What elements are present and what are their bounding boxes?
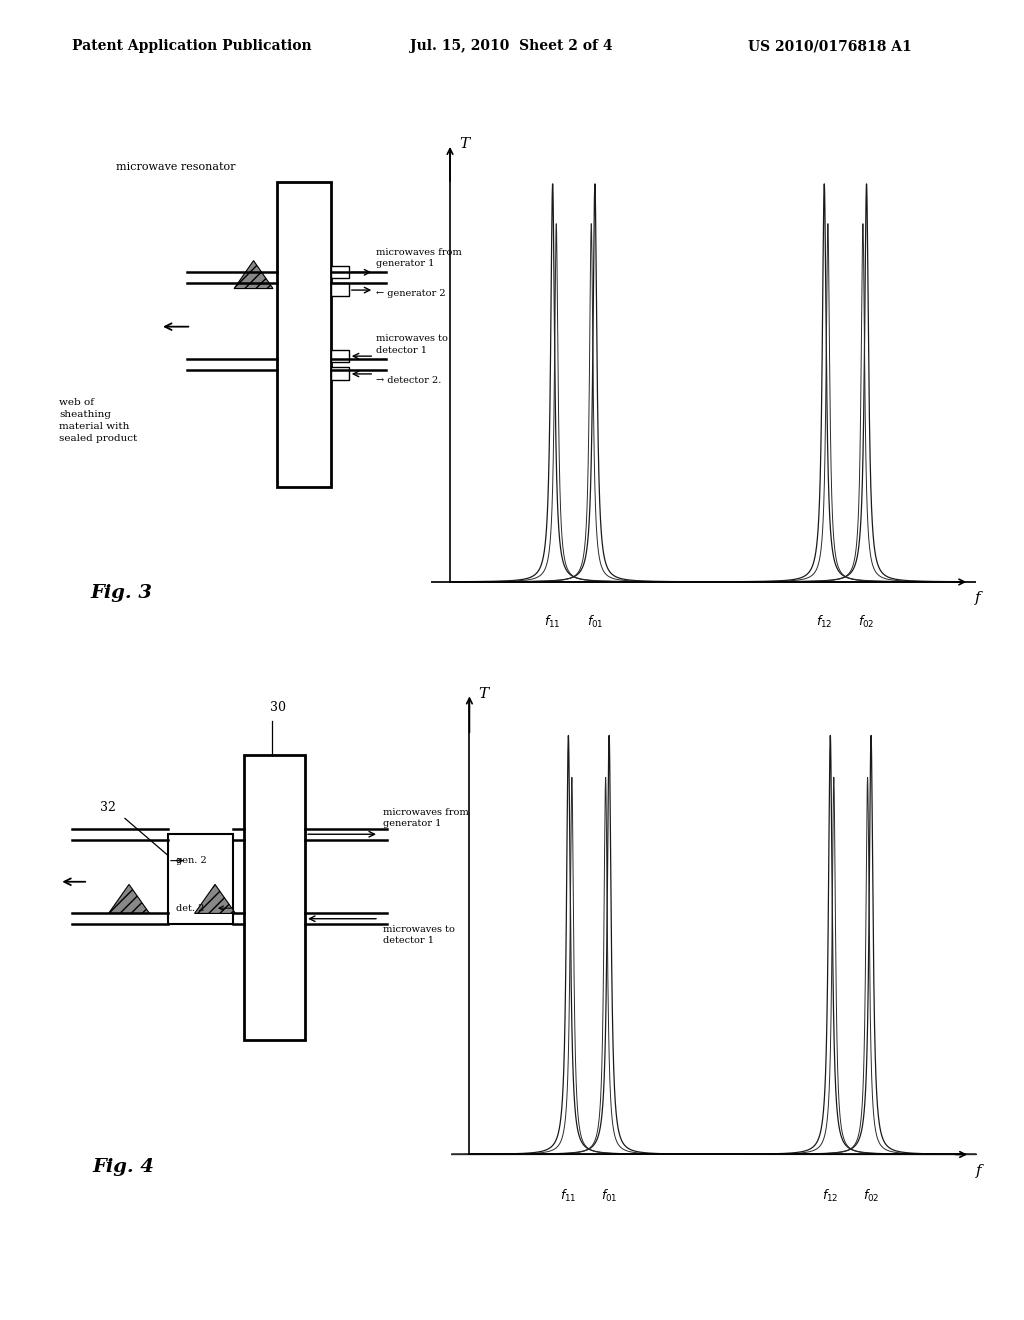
Text: $f_{02}$: $f_{02}$: [863, 1188, 880, 1204]
Text: $f_{12}$: $f_{12}$: [816, 614, 833, 630]
Text: ← generator 2: ← generator 2: [376, 289, 445, 298]
Bar: [244, 755, 305, 1040]
Text: Fig. 4: Fig. 4: [92, 1158, 155, 1176]
Bar: [332, 284, 349, 296]
Text: microwaves from
generator 1: microwaves from generator 1: [383, 808, 469, 829]
Text: microwaves to
detector 1: microwaves to detector 1: [376, 334, 447, 355]
Bar: [332, 265, 349, 279]
Text: T: T: [459, 137, 469, 150]
Polygon shape: [109, 884, 150, 913]
Text: gen. 2: gen. 2: [176, 857, 207, 865]
Bar: [332, 350, 349, 362]
Polygon shape: [234, 260, 273, 289]
Text: 32: 32: [100, 801, 117, 814]
Text: microwaves to
detector 1: microwaves to detector 1: [383, 924, 455, 945]
Text: f: f: [976, 1164, 981, 1179]
Text: US 2010/0176818 A1: US 2010/0176818 A1: [748, 40, 911, 53]
Text: microwave resonator: microwave resonator: [116, 161, 236, 172]
Text: Jul. 15, 2010  Sheet 2 of 4: Jul. 15, 2010 Sheet 2 of 4: [410, 40, 612, 53]
Bar: [276, 182, 332, 487]
Text: $f_{11}$: $f_{11}$: [560, 1188, 577, 1204]
Text: $f_{01}$: $f_{01}$: [587, 614, 603, 630]
Polygon shape: [195, 884, 236, 913]
Text: Fig. 3: Fig. 3: [90, 585, 153, 602]
Text: web of
sheathing
material with
sealed product: web of sheathing material with sealed pr…: [59, 399, 137, 444]
Bar: [168, 834, 233, 924]
Text: microwaves from
generator 1: microwaves from generator 1: [376, 248, 462, 268]
Text: $f_{12}$: $f_{12}$: [822, 1188, 839, 1204]
Bar: [332, 367, 349, 380]
Text: T: T: [478, 686, 488, 701]
Text: 30: 30: [270, 701, 287, 714]
Text: $f_{01}$: $f_{01}$: [601, 1188, 617, 1204]
Text: det. 2: det. 2: [176, 904, 205, 912]
Text: $f_{11}$: $f_{11}$: [545, 614, 561, 630]
Text: Patent Application Publication: Patent Application Publication: [72, 40, 311, 53]
Text: $f_{02}$: $f_{02}$: [858, 614, 874, 630]
Text: → detector 2.: → detector 2.: [376, 375, 441, 384]
Text: f: f: [975, 591, 981, 605]
